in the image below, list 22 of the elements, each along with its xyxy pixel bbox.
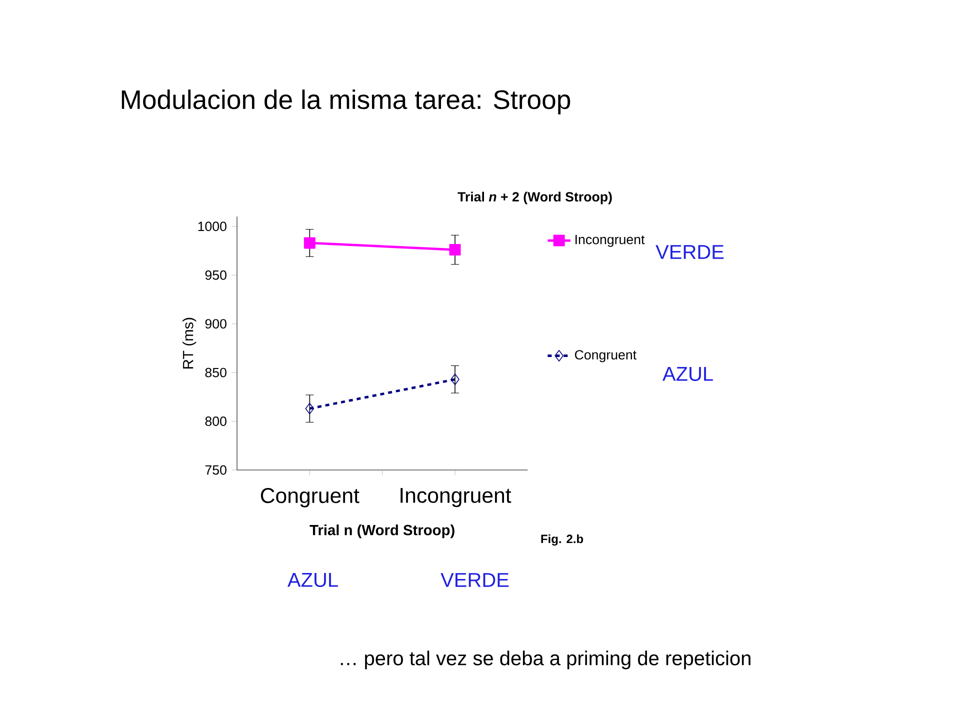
point	[304, 237, 316, 249]
y-tick-label: 950	[205, 270, 226, 280]
point	[449, 244, 461, 256]
text: VERDE	[440, 573, 509, 587]
legend-label: Congruent	[574, 350, 636, 362]
text: VERDE	[656, 245, 724, 259]
chart-subtitle: Trial n + 2 (Word Stroop)	[458, 192, 612, 204]
text: AZUL	[287, 573, 338, 587]
point	[450, 374, 460, 386]
y-tick-label: 800	[205, 416, 226, 426]
y-tick-label: 900	[205, 319, 226, 329]
legend-label: Incongruent	[576, 234, 645, 247]
point	[305, 402, 314, 414]
text: … pero tal vez se deba a priming de repeticion	[340, 650, 750, 670]
text: AZUL	[662, 367, 713, 381]
chart-title: Modulacion de la misma tarea: Stroop	[122, 90, 570, 114]
caption: Fig. 2.b	[541, 534, 584, 546]
y-tick-label: 750	[205, 465, 226, 475]
y-tick-label: 1000	[198, 222, 226, 232]
y-tick-label: 850	[205, 368, 226, 378]
y-axis-title: RT (ms)	[182, 318, 196, 368]
x-axis-title: Trial n (Word Stroop)	[310, 524, 454, 538]
